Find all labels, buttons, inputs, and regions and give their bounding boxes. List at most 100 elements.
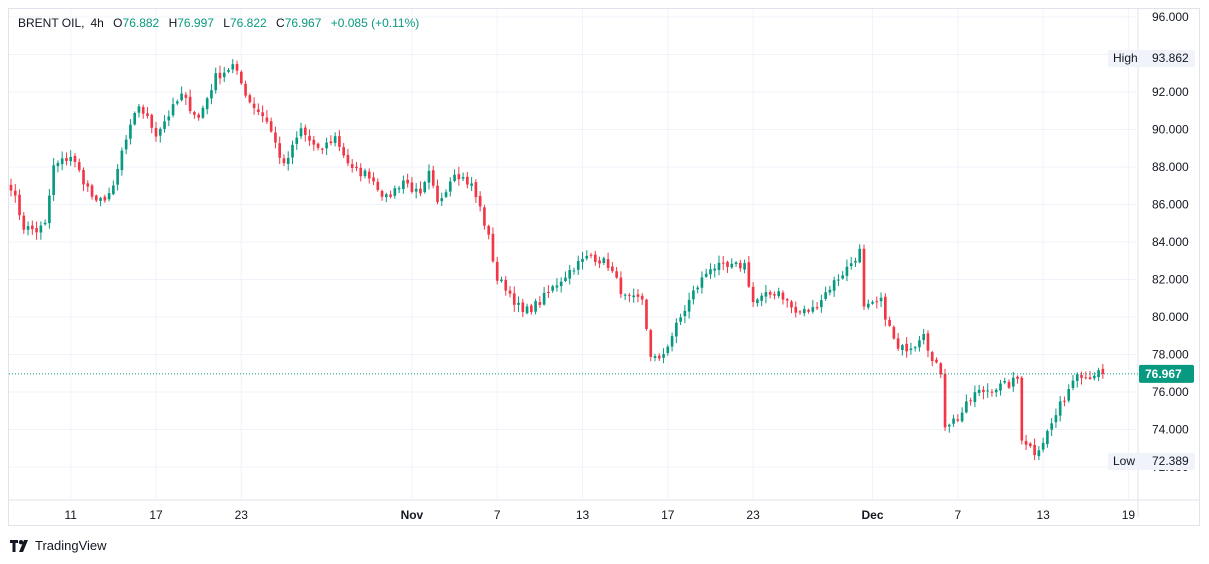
candle (922, 328, 926, 345)
candle-body (1080, 374, 1083, 378)
candle (555, 278, 559, 292)
candle (884, 293, 887, 327)
candle-body (1084, 377, 1088, 379)
high-marker-badge (1108, 50, 1195, 67)
candle-body (384, 194, 388, 198)
candle (184, 92, 188, 105)
candle (137, 103, 141, 118)
candle (325, 137, 328, 155)
candle (1097, 367, 1100, 382)
candle-body (530, 305, 533, 313)
candle-body (65, 158, 68, 161)
candle (845, 259, 849, 282)
candle-body (909, 348, 913, 351)
candle-body (662, 354, 665, 358)
candle-body (692, 290, 695, 300)
candle-body (581, 258, 584, 263)
candle (670, 332, 674, 352)
candle (239, 70, 243, 85)
candle-body (547, 292, 550, 294)
candle (662, 348, 665, 364)
candle-body (960, 412, 964, 422)
candle (1063, 396, 1066, 407)
candle-body (564, 277, 567, 282)
candle-body (282, 158, 286, 164)
candle-body (943, 373, 947, 428)
candle-body (683, 310, 687, 317)
candle-body (760, 295, 763, 301)
candle-body (615, 271, 618, 278)
candle-body (820, 300, 823, 308)
candle (312, 135, 316, 151)
candle (308, 129, 311, 146)
candle-body (39, 225, 43, 233)
candle (94, 194, 98, 203)
time-tick-label: Nov (401, 508, 424, 522)
candle (65, 152, 68, 166)
time-tick-label: 13 (576, 508, 590, 522)
candle-body (154, 128, 158, 137)
candle (811, 299, 815, 314)
candle-body (709, 269, 712, 275)
candle-body (679, 317, 682, 322)
candle-body (478, 195, 482, 207)
candle-body (930, 352, 934, 362)
candle (807, 308, 810, 314)
candle-body (94, 195, 98, 201)
candle-body (218, 72, 222, 79)
price-tick-label: 80.000 (1152, 310, 1189, 324)
candle-body (700, 277, 704, 288)
candle (888, 316, 891, 327)
candle-body (167, 116, 171, 121)
candle (86, 180, 90, 192)
candle (994, 388, 998, 398)
candle-body (721, 262, 725, 264)
candle-body (551, 286, 554, 291)
open-value: 76.882 (122, 16, 160, 30)
candle (977, 384, 981, 397)
candle (593, 250, 597, 266)
candle-body (146, 113, 149, 117)
candle (295, 131, 299, 150)
candle (350, 159, 354, 173)
candle-body (52, 165, 55, 195)
candle (321, 147, 324, 154)
candle-body (555, 285, 559, 288)
candle-body (265, 117, 269, 122)
candle (146, 107, 149, 119)
candle (43, 219, 47, 226)
candle (269, 117, 273, 133)
candle (841, 270, 844, 280)
candle (77, 158, 81, 173)
candle-body (99, 197, 102, 201)
candle-body (261, 112, 264, 117)
candle-body (205, 98, 209, 110)
candle-body (1071, 380, 1075, 388)
footer-brand[interactable]: TradingView (10, 538, 107, 553)
candle (1046, 429, 1049, 448)
candle-body (43, 222, 47, 225)
candle (107, 187, 111, 202)
candle-body (372, 177, 375, 182)
candle-body (427, 170, 431, 183)
candle (683, 305, 687, 324)
candle (478, 191, 482, 212)
candle (22, 212, 26, 234)
candle (397, 185, 401, 194)
candle-body (176, 101, 179, 104)
candle (679, 313, 682, 326)
candle (649, 328, 653, 362)
last-price-value: 76.967 (1145, 367, 1182, 381)
chart-frame (8, 8, 1200, 526)
candle-body (542, 292, 546, 305)
candle-body (1088, 377, 1092, 379)
candle-body (376, 181, 380, 190)
candle (734, 260, 738, 267)
candle-body (124, 139, 128, 150)
candle (56, 160, 60, 173)
candle (615, 266, 618, 279)
candle-body (538, 302, 542, 305)
candle (359, 163, 363, 182)
candle (176, 99, 179, 106)
